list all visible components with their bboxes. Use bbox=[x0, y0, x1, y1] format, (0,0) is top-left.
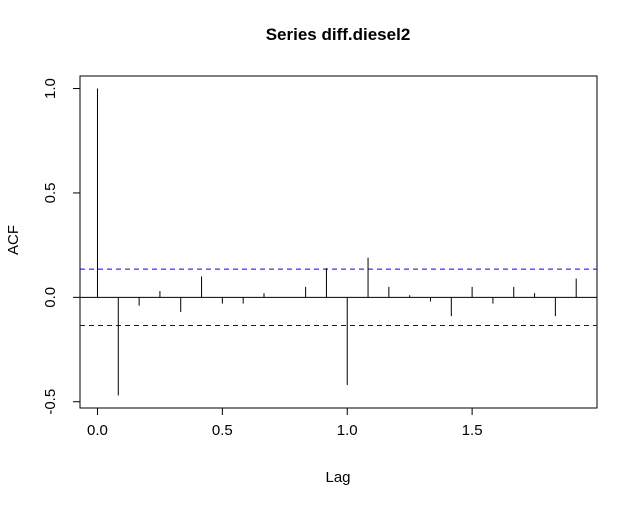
x-tick-label: 1.5 bbox=[462, 422, 483, 439]
x-tick-label: 0.5 bbox=[212, 422, 233, 439]
x-axis-label: Lag bbox=[325, 469, 350, 486]
y-tick-label: 0.0 bbox=[42, 287, 59, 308]
y-axis-label: ACF bbox=[5, 225, 22, 255]
x-axis: 0.0 0.5 1.0 1.5 bbox=[87, 407, 483, 439]
x-tick-label: 0.0 bbox=[87, 422, 108, 439]
plot-area bbox=[79, 75, 598, 409]
x-tick-label: 1.0 bbox=[337, 422, 358, 439]
y-axis: -0.5 0.0 0.5 1.0 bbox=[42, 78, 80, 415]
y-tick-label: -0.5 bbox=[42, 389, 59, 415]
plot-frame bbox=[79, 75, 598, 409]
chart-title: Series diff.diesel2 bbox=[266, 25, 411, 44]
y-tick-label: 1.0 bbox=[42, 78, 59, 99]
y-tick-label: 0.5 bbox=[42, 183, 59, 204]
